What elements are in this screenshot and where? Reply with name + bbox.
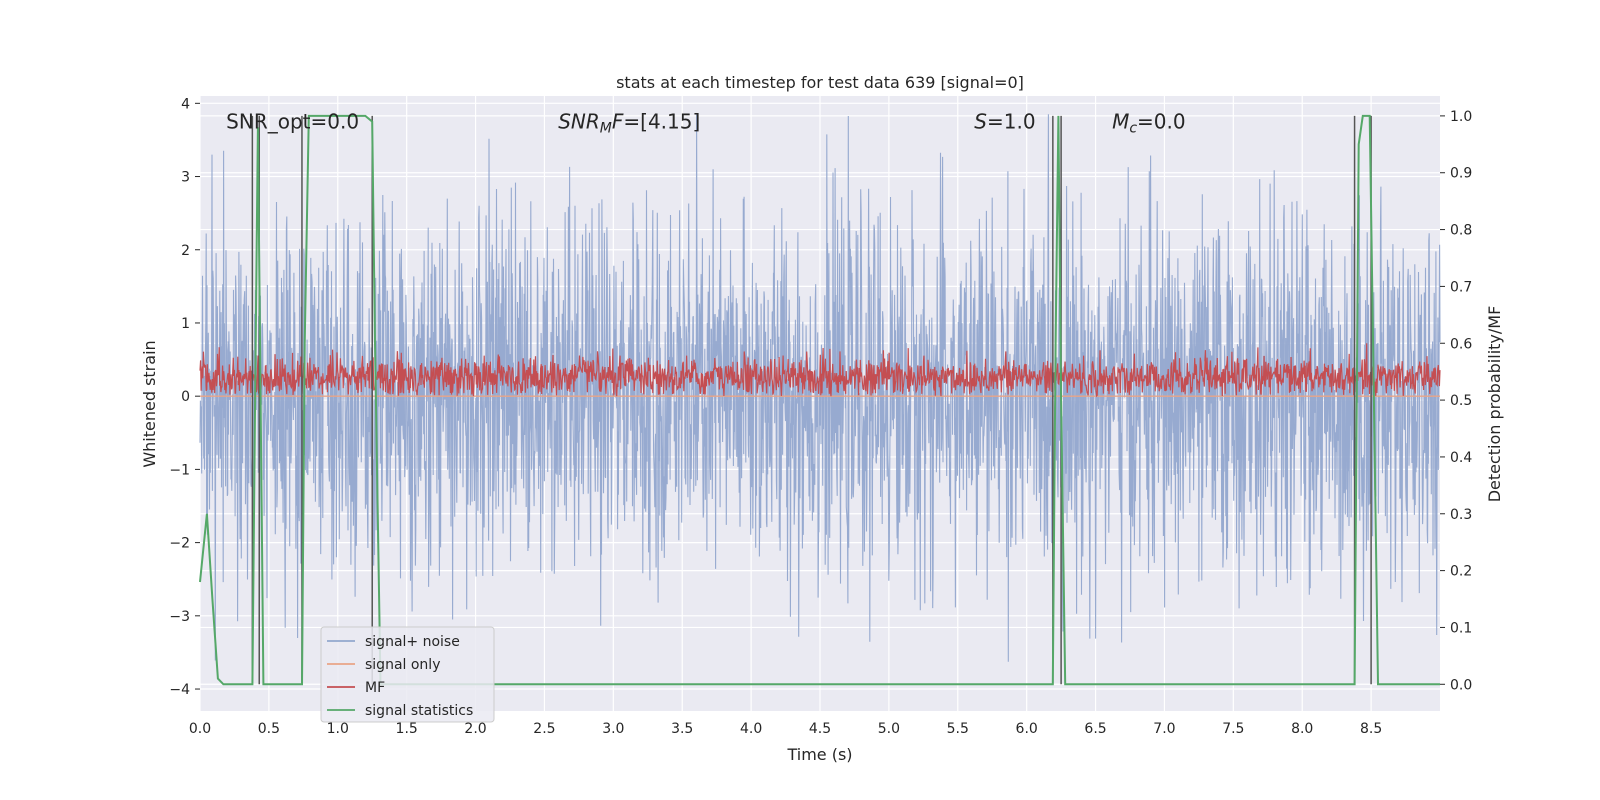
y-right-tick-label: 1.0 bbox=[1450, 109, 1472, 125]
annotation-2: S=1.0 bbox=[974, 110, 1035, 134]
y-tick-label: −1 bbox=[169, 462, 190, 478]
legend-label: signal statistics bbox=[365, 703, 473, 719]
legend-box bbox=[320, 626, 495, 723]
y-tick-label: 3 bbox=[181, 170, 190, 186]
y-tick-label: 2 bbox=[181, 243, 190, 259]
y-right-tick-label: 0.4 bbox=[1450, 450, 1472, 466]
legend-label: MF bbox=[365, 680, 385, 696]
annotation-1: SNRMF=[4.15] bbox=[558, 110, 700, 137]
x-tick-label: 3.5 bbox=[671, 721, 693, 737]
y-axis-label-left: Whitened strain bbox=[140, 340, 159, 467]
x-tick-label: 7.5 bbox=[1222, 721, 1244, 737]
mf-series bbox=[199, 343, 1441, 398]
y-tick-label: −4 bbox=[169, 682, 190, 698]
mf-line bbox=[199, 343, 1441, 398]
annotation-0: SNR_opt=0.0 bbox=[226, 110, 359, 134]
y-tick-label: 0 bbox=[181, 389, 190, 405]
annotation-3: Mc=0.0 bbox=[1112, 110, 1186, 137]
x-tick-label: 6.0 bbox=[1016, 721, 1038, 737]
annotations: SNR_opt=0.0 SNRMF=[4.15] S=1.0 Mc=0.0 bbox=[226, 110, 1185, 137]
y-right-tick-label: 0.9 bbox=[1450, 166, 1472, 182]
y-right-tick-label: 0.3 bbox=[1450, 507, 1472, 523]
x-tick-label: 5.0 bbox=[878, 721, 900, 737]
x-tick-label: 8.5 bbox=[1360, 721, 1382, 737]
x-tick-label: 2.5 bbox=[533, 721, 555, 737]
x-axis-label: Time (s) bbox=[786, 745, 852, 764]
chart-title: stats at each timestep for test data 639… bbox=[616, 73, 1024, 92]
y-right-tick-label: 0.1 bbox=[1450, 620, 1472, 636]
signal-statistics-series bbox=[199, 114, 1440, 686]
legend: signal+ noise signal only MF signal statist… bbox=[320, 626, 495, 723]
y-right-tick-label: 0.5 bbox=[1450, 393, 1472, 409]
y-right-tick-label: 0.8 bbox=[1450, 223, 1472, 239]
x-tick-label: 1.5 bbox=[396, 721, 418, 737]
x-tick-label: 1.0 bbox=[327, 721, 349, 737]
x-tick-label: 0.0 bbox=[189, 721, 211, 737]
x-tick-label: 2.0 bbox=[464, 721, 486, 737]
y-tick-label: 1 bbox=[181, 316, 190, 332]
y-tick-label: −2 bbox=[169, 536, 190, 552]
x-tick-label: 5.5 bbox=[947, 721, 969, 737]
x-tick-label: 3.0 bbox=[602, 721, 624, 737]
x-tick-label: 6.5 bbox=[1084, 721, 1106, 737]
x-tick-label: 4.0 bbox=[740, 721, 762, 737]
y-axis-label-right: Detection probability/MF bbox=[1485, 306, 1504, 503]
y-tick-label: 4 bbox=[181, 96, 190, 112]
x-tick-label: 0.5 bbox=[258, 721, 280, 737]
y-right-tick-label: 0.7 bbox=[1450, 279, 1472, 295]
legend-label: signal only bbox=[365, 657, 440, 673]
y-right-tick-label: 0.0 bbox=[1450, 677, 1472, 693]
ticks: 0.0 0.5 1.0 1.5 2.0 2.5 3.0 3.5 4.0 4.5 5.0 5.5 6.0 6… bbox=[169, 96, 1472, 737]
y-right-tick-label: 0.2 bbox=[1450, 564, 1472, 580]
x-tick-label: 4.5 bbox=[809, 721, 831, 737]
x-tick-label: 8.0 bbox=[1291, 721, 1313, 737]
y-tick-label: −3 bbox=[169, 609, 190, 625]
signal-statistics-line bbox=[199, 114, 1440, 686]
y-right-tick-label: 0.6 bbox=[1450, 336, 1472, 352]
legend-label: signal+ noise bbox=[365, 634, 460, 650]
x-tick-label: 7.0 bbox=[1153, 721, 1175, 737]
